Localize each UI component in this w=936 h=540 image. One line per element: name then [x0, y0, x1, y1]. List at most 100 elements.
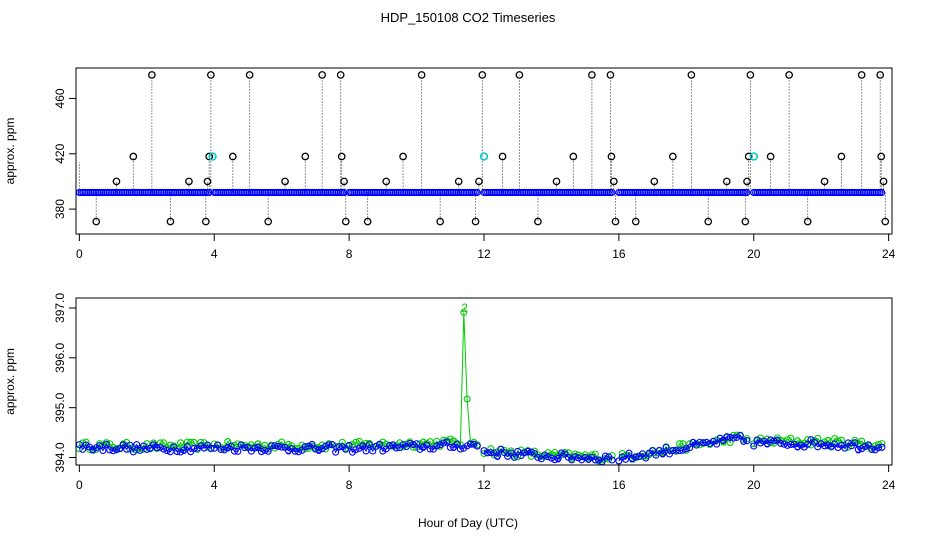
series-point	[254, 443, 262, 451]
highlight-point	[749, 152, 758, 161]
series-point	[780, 440, 788, 448]
y-tick-label: 397.0	[53, 293, 67, 323]
series-point	[268, 442, 276, 450]
series-point	[864, 441, 872, 449]
series-point	[638, 450, 647, 458]
series-point	[750, 442, 758, 450]
bottom-plot-area: 2 2 2 2 2 2 2 2 2 2 2 22 2 2 2 222 2 2 2 2 223 3 3 3 3 3 3 3 3 3 3 33 33…	[76, 301, 886, 466]
series-point	[439, 439, 448, 447]
series-marker-label: 3	[690, 437, 696, 449]
series-point	[652, 451, 660, 459]
series-point	[230, 447, 239, 455]
series-point	[362, 447, 370, 455]
series-point	[622, 455, 630, 463]
plot-frame	[75, 67, 893, 235]
series-marker-label: 3	[255, 442, 261, 454]
highlight-point	[479, 152, 489, 161]
series-point	[874, 444, 883, 452]
series-point	[76, 441, 83, 449]
series-point	[278, 443, 286, 451]
series-point	[581, 453, 589, 461]
series-point	[783, 441, 792, 449]
spike-point	[877, 152, 886, 161]
x-tick-label: 16	[612, 247, 626, 261]
spike-point	[185, 177, 193, 186]
series-point	[524, 447, 532, 455]
spike-point	[569, 152, 578, 161]
series-point	[514, 447, 522, 455]
y-tick-label: 394.0	[53, 442, 67, 472]
series-3: 3 3 3 3 3 3 3 3 3 3 3 3 3 3 3 3 3 3 3 3 3 3 3 3	[76, 432, 886, 466]
baseline-point	[340, 188, 348, 197]
series-point	[170, 443, 178, 451]
series-marker-label: 3	[225, 442, 231, 454]
series-point	[713, 440, 721, 448]
series-point	[446, 443, 454, 451]
spike-point	[337, 152, 346, 161]
series-point	[726, 433, 734, 441]
series-marker-label: 3	[90, 445, 96, 457]
series-point	[625, 449, 633, 457]
series-point	[143, 445, 151, 453]
series-marker-label: 3	[585, 454, 591, 466]
series-point	[176, 448, 185, 456]
x-axis-label: Hour of Day (UTC)	[418, 516, 518, 530]
series-point	[588, 451, 596, 459]
series-point	[261, 446, 269, 454]
series-point	[487, 449, 495, 457]
series-point	[315, 446, 323, 454]
series-point	[878, 440, 886, 448]
series-point	[183, 442, 191, 450]
series-marker-label: 2	[90, 445, 96, 457]
series-point	[274, 442, 282, 450]
x-tick-label: 20	[747, 478, 761, 492]
spike-point	[498, 152, 507, 161]
spike-point	[803, 217, 812, 226]
series-point	[386, 441, 394, 450]
series-point	[109, 447, 117, 455]
series-point	[642, 454, 650, 462]
series-point	[305, 442, 313, 450]
series-point	[470, 440, 478, 448]
series-point	[659, 450, 667, 458]
series-point	[156, 439, 164, 447]
spike-point	[264, 217, 273, 226]
series-point	[325, 441, 333, 449]
spike-point	[687, 71, 696, 79]
series-line	[348, 312, 478, 448]
series-point	[456, 445, 464, 453]
series-point	[740, 437, 748, 445]
series-point	[676, 440, 684, 448]
series-marker-label: 3	[764, 439, 770, 451]
x-tick-label: 12	[477, 478, 491, 492]
series-point	[777, 439, 785, 447]
series-point	[726, 439, 734, 447]
series-point	[112, 446, 121, 454]
series-point	[308, 440, 316, 448]
chart-title: HDP_150108 CO2 Timeseries	[381, 10, 556, 25]
series-marker-label: 2	[555, 451, 561, 463]
series-marker-label: 2	[181, 442, 187, 454]
top-panel: 0 4 8 12 16 20 24 380 420 460 approx. ppm	[3, 67, 896, 261]
x-tick-label: 0	[76, 478, 83, 492]
series-point	[534, 453, 542, 462]
series-marker-label: 3	[451, 442, 457, 454]
series-marker-label: 2	[451, 436, 457, 448]
spike-point	[722, 177, 731, 186]
series-point	[257, 448, 266, 456]
series-point	[365, 441, 373, 449]
series-point	[419, 443, 427, 451]
spike-point	[301, 152, 310, 161]
y-tick-label: 460	[53, 88, 67, 108]
series-point	[375, 440, 384, 448]
spike-point	[820, 177, 829, 186]
series-point	[507, 447, 515, 455]
series-point	[214, 441, 222, 449]
series-point	[301, 443, 309, 451]
series-point	[483, 449, 491, 457]
series-point	[682, 445, 690, 453]
series-point	[156, 443, 164, 451]
series-point	[702, 438, 711, 447]
series-point	[133, 441, 141, 449]
spike-point	[363, 217, 372, 226]
